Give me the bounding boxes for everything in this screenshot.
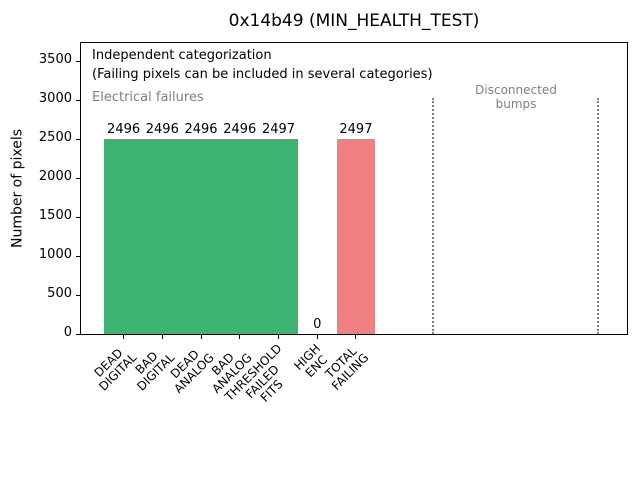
y-tick-label: 3000 (38, 90, 72, 106)
bar-value-label-2: 2496 (184, 122, 218, 138)
x-tick-mark (277, 335, 279, 339)
x-axis: DEAD DIGITAL BAD DIGITAL DEAD ANALOG BAD ANALOG… (81, 335, 627, 445)
y-tick-mark (76, 138, 80, 140)
x-tick-mark (200, 335, 202, 339)
annotation-independent-categorization: Independent categorization (92, 48, 272, 63)
y-tick-labels: 0 500 1000 1500 2000 2500 3000 3500 (0, 42, 72, 340)
bar-value-label-3: 2496 (223, 122, 257, 138)
bar-value-label-5: 0 (313, 317, 322, 332)
annotation-disconnected-bumps: Disconnected bumps (475, 83, 557, 111)
y-tick-label: 3500 (38, 51, 72, 67)
y-tick-mark (76, 255, 80, 257)
x-tick-mark (239, 335, 241, 339)
y-tick-label: 1000 (38, 246, 72, 262)
y-tick-mark (76, 294, 80, 296)
bar-4 (259, 139, 298, 334)
guide-line-0 (432, 97, 435, 334)
y-tick-label: 500 (47, 285, 72, 301)
y-tick-mark (76, 177, 80, 179)
y-tick-mark (76, 216, 80, 218)
annotation-electrical-failures: Electrical failures (92, 90, 204, 105)
bar-value-label-6: 2497 (339, 122, 373, 138)
chart-title: 0x14b49 (MIN_HEALTH_TEST) (228, 11, 480, 31)
y-tick-label: 2500 (38, 129, 72, 145)
x-tick-mark (161, 335, 163, 339)
y-tick-mark (76, 99, 80, 101)
y-tick-label: 1500 (38, 207, 72, 223)
y-tick-mark (76, 60, 80, 62)
bar-value-label-4: 2497 (261, 122, 296, 138)
y-tick-label: 2000 (38, 168, 72, 184)
bar-1 (142, 139, 182, 334)
plot-area: Independent categorization (Failing pixe… (80, 42, 628, 335)
x-tick-mark (123, 335, 125, 339)
bar-0 (104, 139, 143, 334)
annotation-categorization-note: (Failing pixels can be included in sever… (92, 67, 433, 82)
bar-value-label-0: 2496 (107, 122, 141, 138)
y-tick-mark (76, 334, 80, 335)
bar-6 (336, 139, 376, 334)
bar-value-label-1: 2496 (145, 122, 179, 138)
bar-3 (220, 139, 260, 334)
y-tick-marks (76, 43, 80, 335)
y-tick-label: 0 (63, 325, 72, 340)
x-tick-label-6: TOTAL FAILING (322, 344, 372, 393)
bar-2 (181, 139, 221, 334)
guide-line-1 (596, 97, 599, 334)
x-tick-mark (316, 335, 318, 339)
x-tick-mark (355, 335, 357, 339)
